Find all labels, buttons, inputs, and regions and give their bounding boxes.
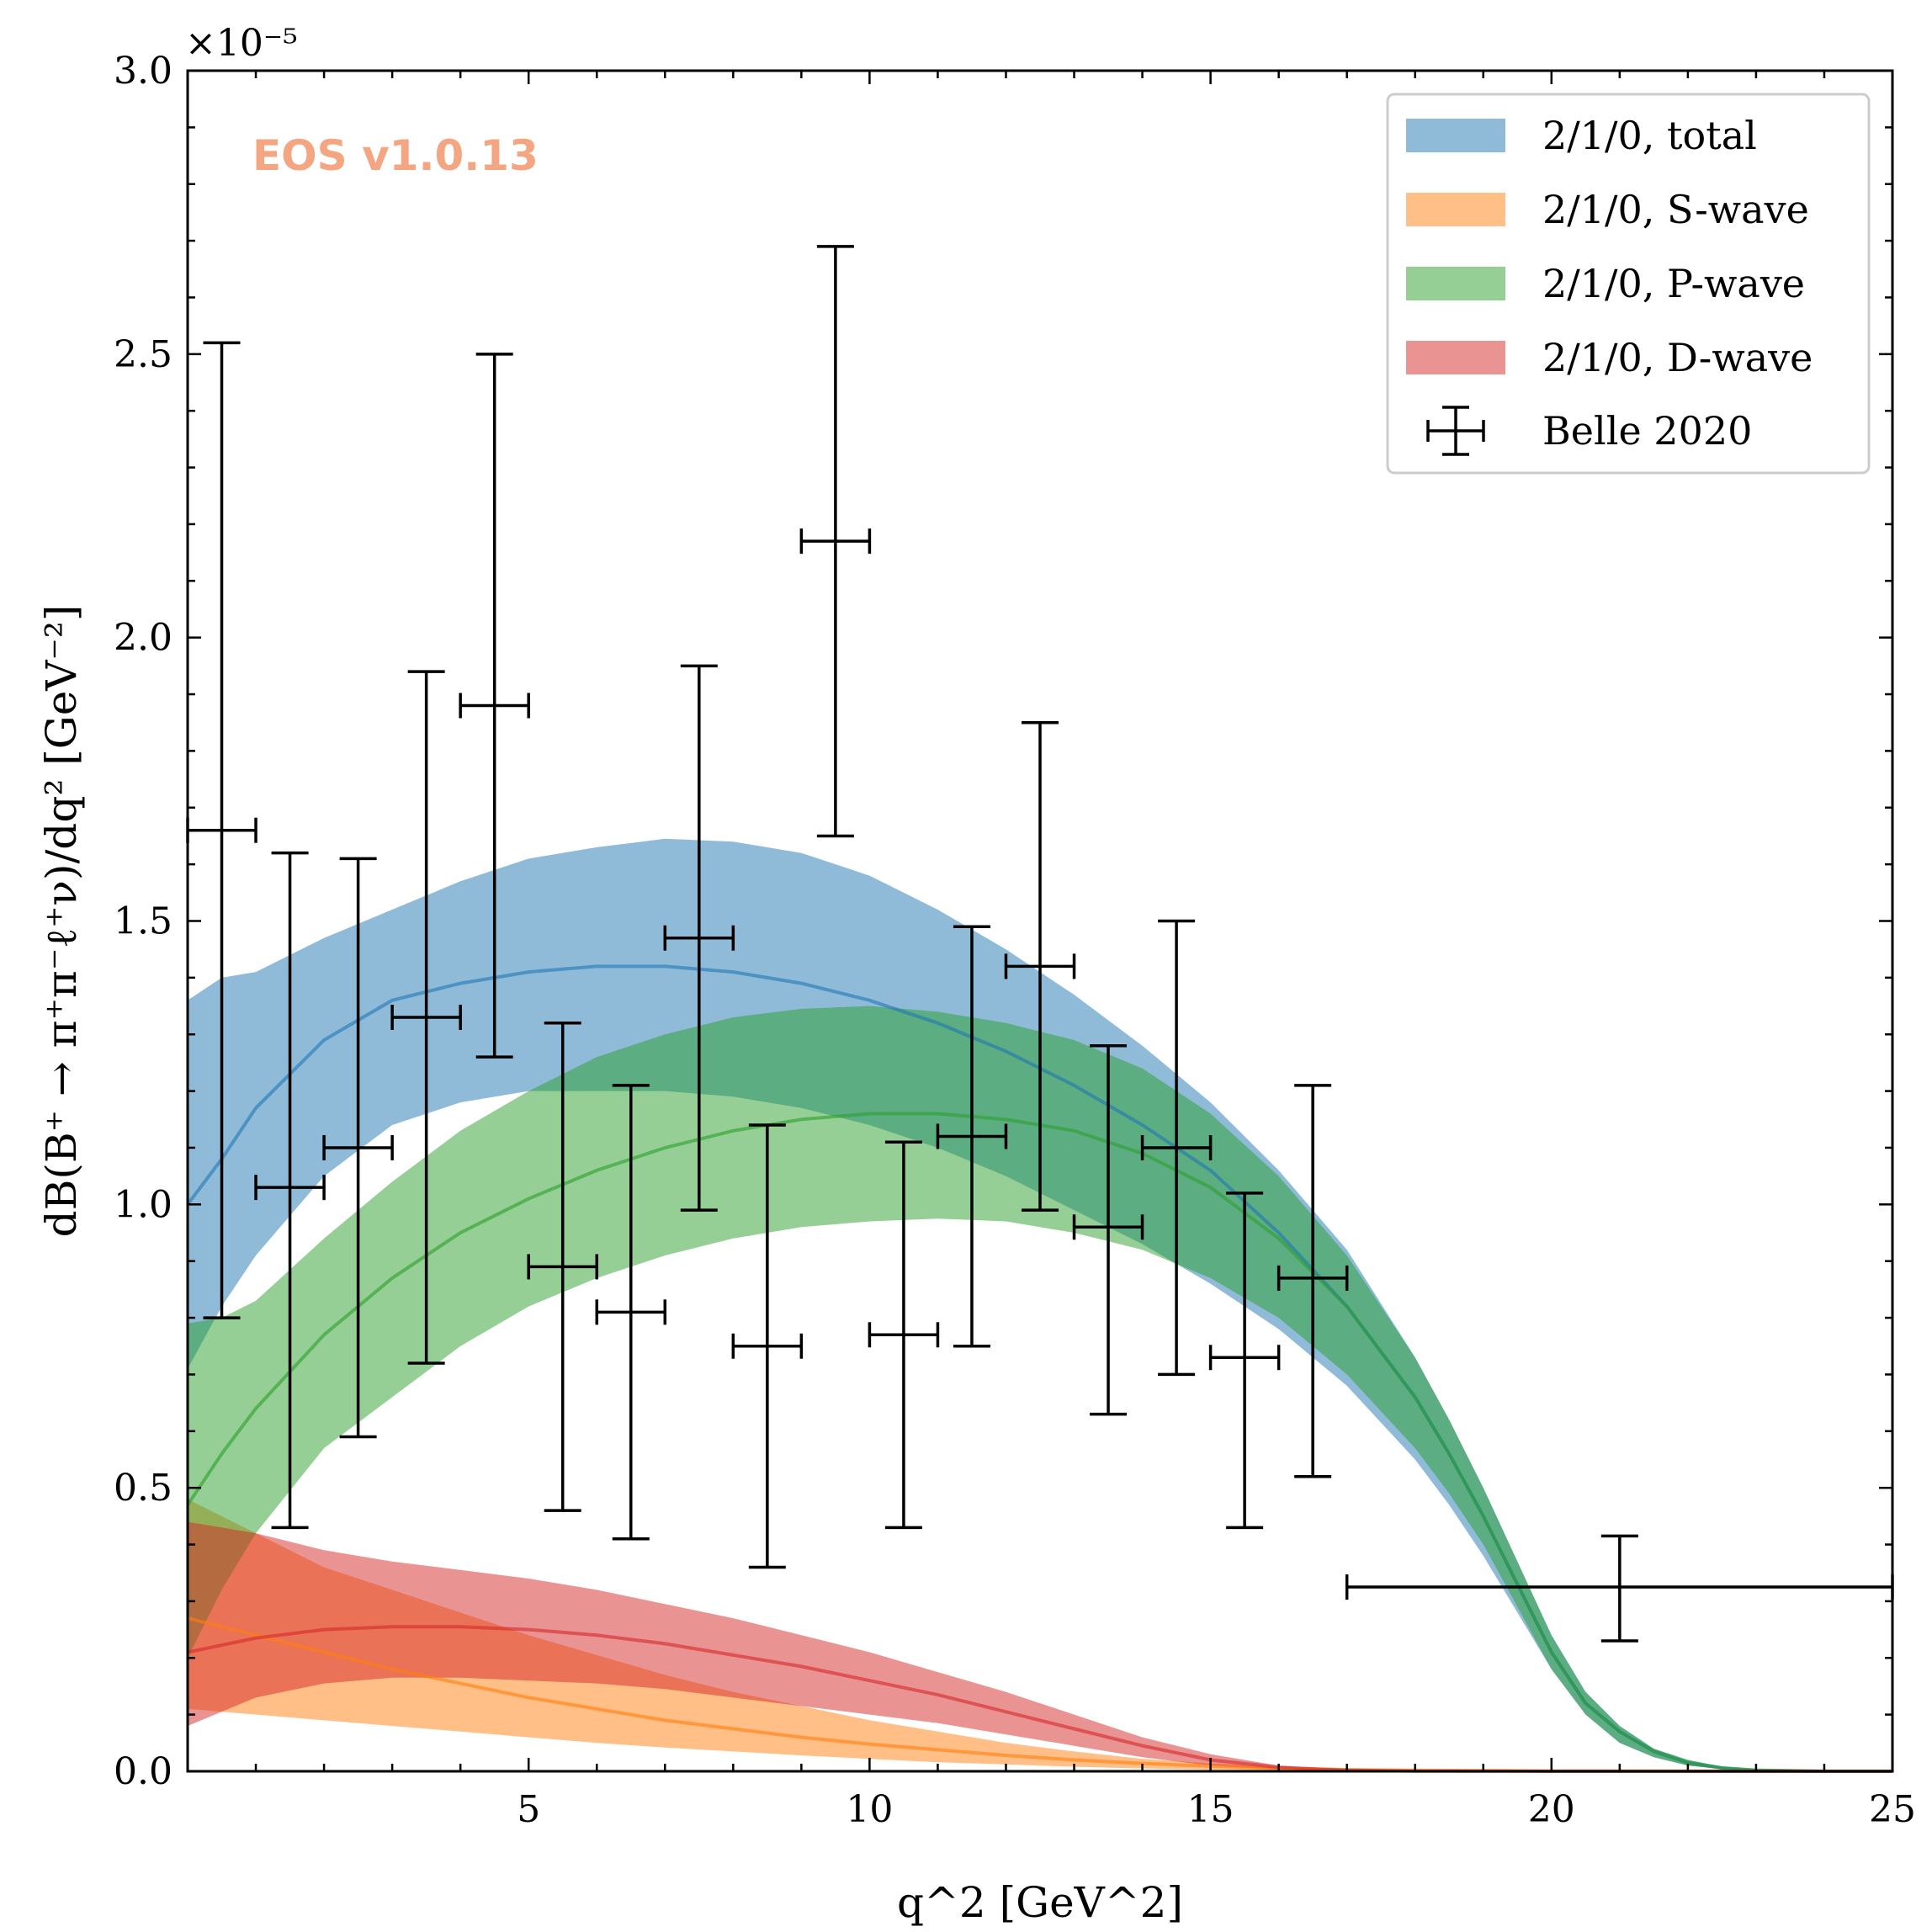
legend-entry-2-1-0-total: 2/1/0, total (1406, 113, 1757, 158)
x-tick-label: 25 (1869, 1788, 1916, 1831)
legend-swatch (1406, 341, 1505, 374)
x-tick-label: 5 (517, 1788, 540, 1831)
y-axis-label: dB(B⁺ → π⁺π⁻ℓ⁺ν)/dq² [GeV⁻²] (37, 605, 86, 1238)
band-2-1-0-p-wave (188, 1006, 1892, 1771)
x-tick-label: 10 (846, 1788, 893, 1831)
data-point-13 (1004, 720, 1076, 1212)
data-point-14 (1072, 1043, 1144, 1416)
data-point-18 (1345, 1534, 1894, 1643)
legend-label: 2/1/0, P-wave (1542, 261, 1805, 306)
data-point-11 (868, 1140, 940, 1530)
data-point-7 (595, 1084, 667, 1541)
axis-tick-labels: 5 10 15 20 25 0.0 0.5 1.0 1.5 2.0 2.5 3.0 (114, 50, 1916, 1831)
y-tick-label: 0.0 (114, 1750, 172, 1793)
data-point-2 (254, 851, 326, 1530)
data-point-8 (663, 664, 735, 1212)
watermark-label: EOS v1.0.13 (252, 131, 539, 180)
legend-frame (1386, 93, 1871, 475)
data-point-10 (799, 245, 872, 838)
axis-ticks (188, 69, 1894, 1771)
y-tick-label: 1.0 (114, 1183, 172, 1226)
legend-label: Belle 2020 (1542, 408, 1752, 454)
data-point-16 (1208, 1192, 1281, 1530)
legend-entry-2-1-0-p-wave: 2/1/0, P-wave (1406, 261, 1805, 306)
legend-entry-2-1-0-s-wave: 2/1/0, S-wave (1406, 187, 1809, 232)
y-tick-label: 0.5 (114, 1467, 172, 1510)
data-point-12 (936, 925, 1008, 1348)
data-point-5 (459, 353, 530, 1059)
band-2-1-0-s-wave (188, 1499, 1892, 1771)
x-tick-label: 20 (1528, 1788, 1575, 1831)
legend-swatch (1406, 267, 1505, 300)
belle-2020-data-points (186, 245, 1894, 1643)
legend-label: 2/1/0, S-wave (1542, 187, 1809, 232)
legend-entry-2-1-0-d-wave: 2/1/0, D-wave (1406, 335, 1813, 380)
central-line-2-1-0-d-wave (187, 1625, 1892, 1773)
legend-swatch (1406, 119, 1505, 152)
data-point-6 (527, 1022, 598, 1512)
legend-entries: 2/1/0, total 2/1/0, S-wave 2/1/0, P-wave 2/… (1406, 113, 1813, 456)
y-tick-label: 3.0 (114, 50, 172, 93)
legend-label: 2/1/0, total (1542, 113, 1757, 158)
data-point-15 (1140, 919, 1213, 1377)
data-point-9 (731, 1123, 804, 1569)
data-point-3 (322, 857, 394, 1439)
legend: 2/1/0, total 2/1/0, S-wave 2/1/0, P-wave 2/… (1386, 93, 1871, 475)
legend-entry-belle-2020: Belle 2020 (1426, 406, 1752, 456)
y-tick-label: 2.0 (114, 617, 172, 660)
band-2-1-0-d-wave (188, 1521, 1892, 1771)
legend-label: 2/1/0, D-wave (1542, 335, 1813, 380)
legend-swatch (1406, 193, 1505, 226)
y-tick-label: 2.5 (114, 333, 172, 376)
x-tick-label: 15 (1187, 1788, 1234, 1831)
data-point-17 (1276, 1084, 1349, 1478)
data-point-4 (390, 670, 462, 1365)
y-tick-label: 1.5 (114, 900, 172, 943)
x-axis-label: q^2 [GeV^2] (897, 1878, 1183, 1927)
y-multiplier-label: ×10⁻⁵ (185, 22, 298, 65)
